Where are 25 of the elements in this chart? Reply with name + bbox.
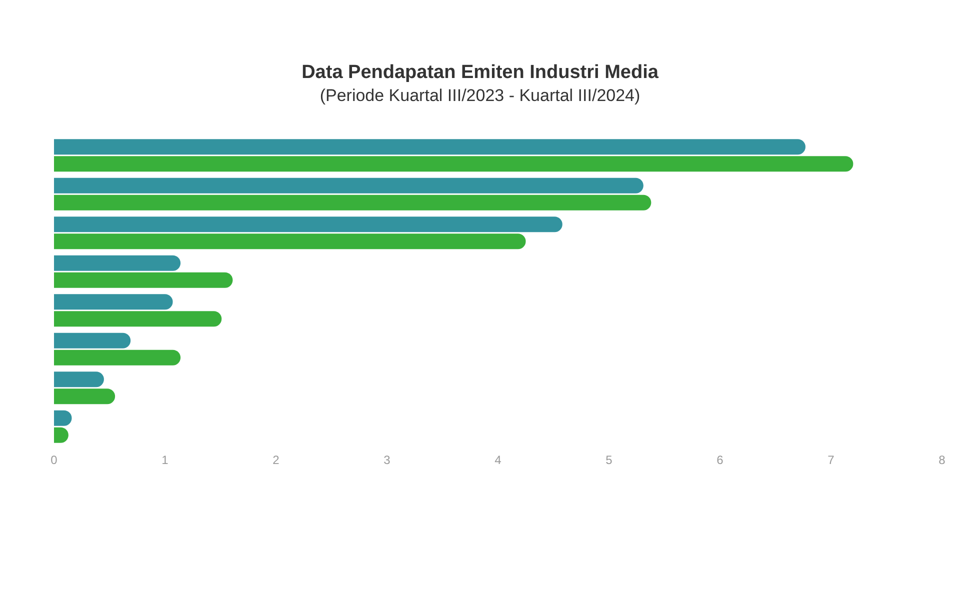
bar [54, 216, 562, 232]
bar [54, 311, 222, 327]
bar [54, 255, 181, 271]
bar [54, 194, 652, 210]
bar [54, 332, 131, 348]
bar [54, 156, 854, 172]
bar [54, 139, 806, 155]
bar [54, 294, 173, 310]
bar [54, 178, 644, 194]
chart-title: Data Pendapatan Emiten Industri Media [300, 62, 660, 84]
x-tick-label: 1 [162, 453, 169, 467]
bar [54, 272, 233, 288]
bar [54, 388, 116, 404]
x-tick-label: 3 [384, 453, 391, 467]
x-tick-label: 2 [272, 453, 280, 467]
bar [54, 350, 181, 366]
x-tick-label: 5 [606, 453, 613, 467]
chart-subtitle: (Periode Kuartal III/2023 - Kuartal III/2024) [320, 86, 640, 106]
x-tick-label: 8 [938, 453, 946, 467]
x-tick-label: 4 [494, 453, 502, 467]
x-tick-label: 7 [828, 453, 835, 467]
x-tick-label: 6 [716, 453, 724, 467]
bar [54, 234, 526, 250]
bar [54, 372, 104, 388]
x-tick-label: 0 [50, 453, 58, 467]
